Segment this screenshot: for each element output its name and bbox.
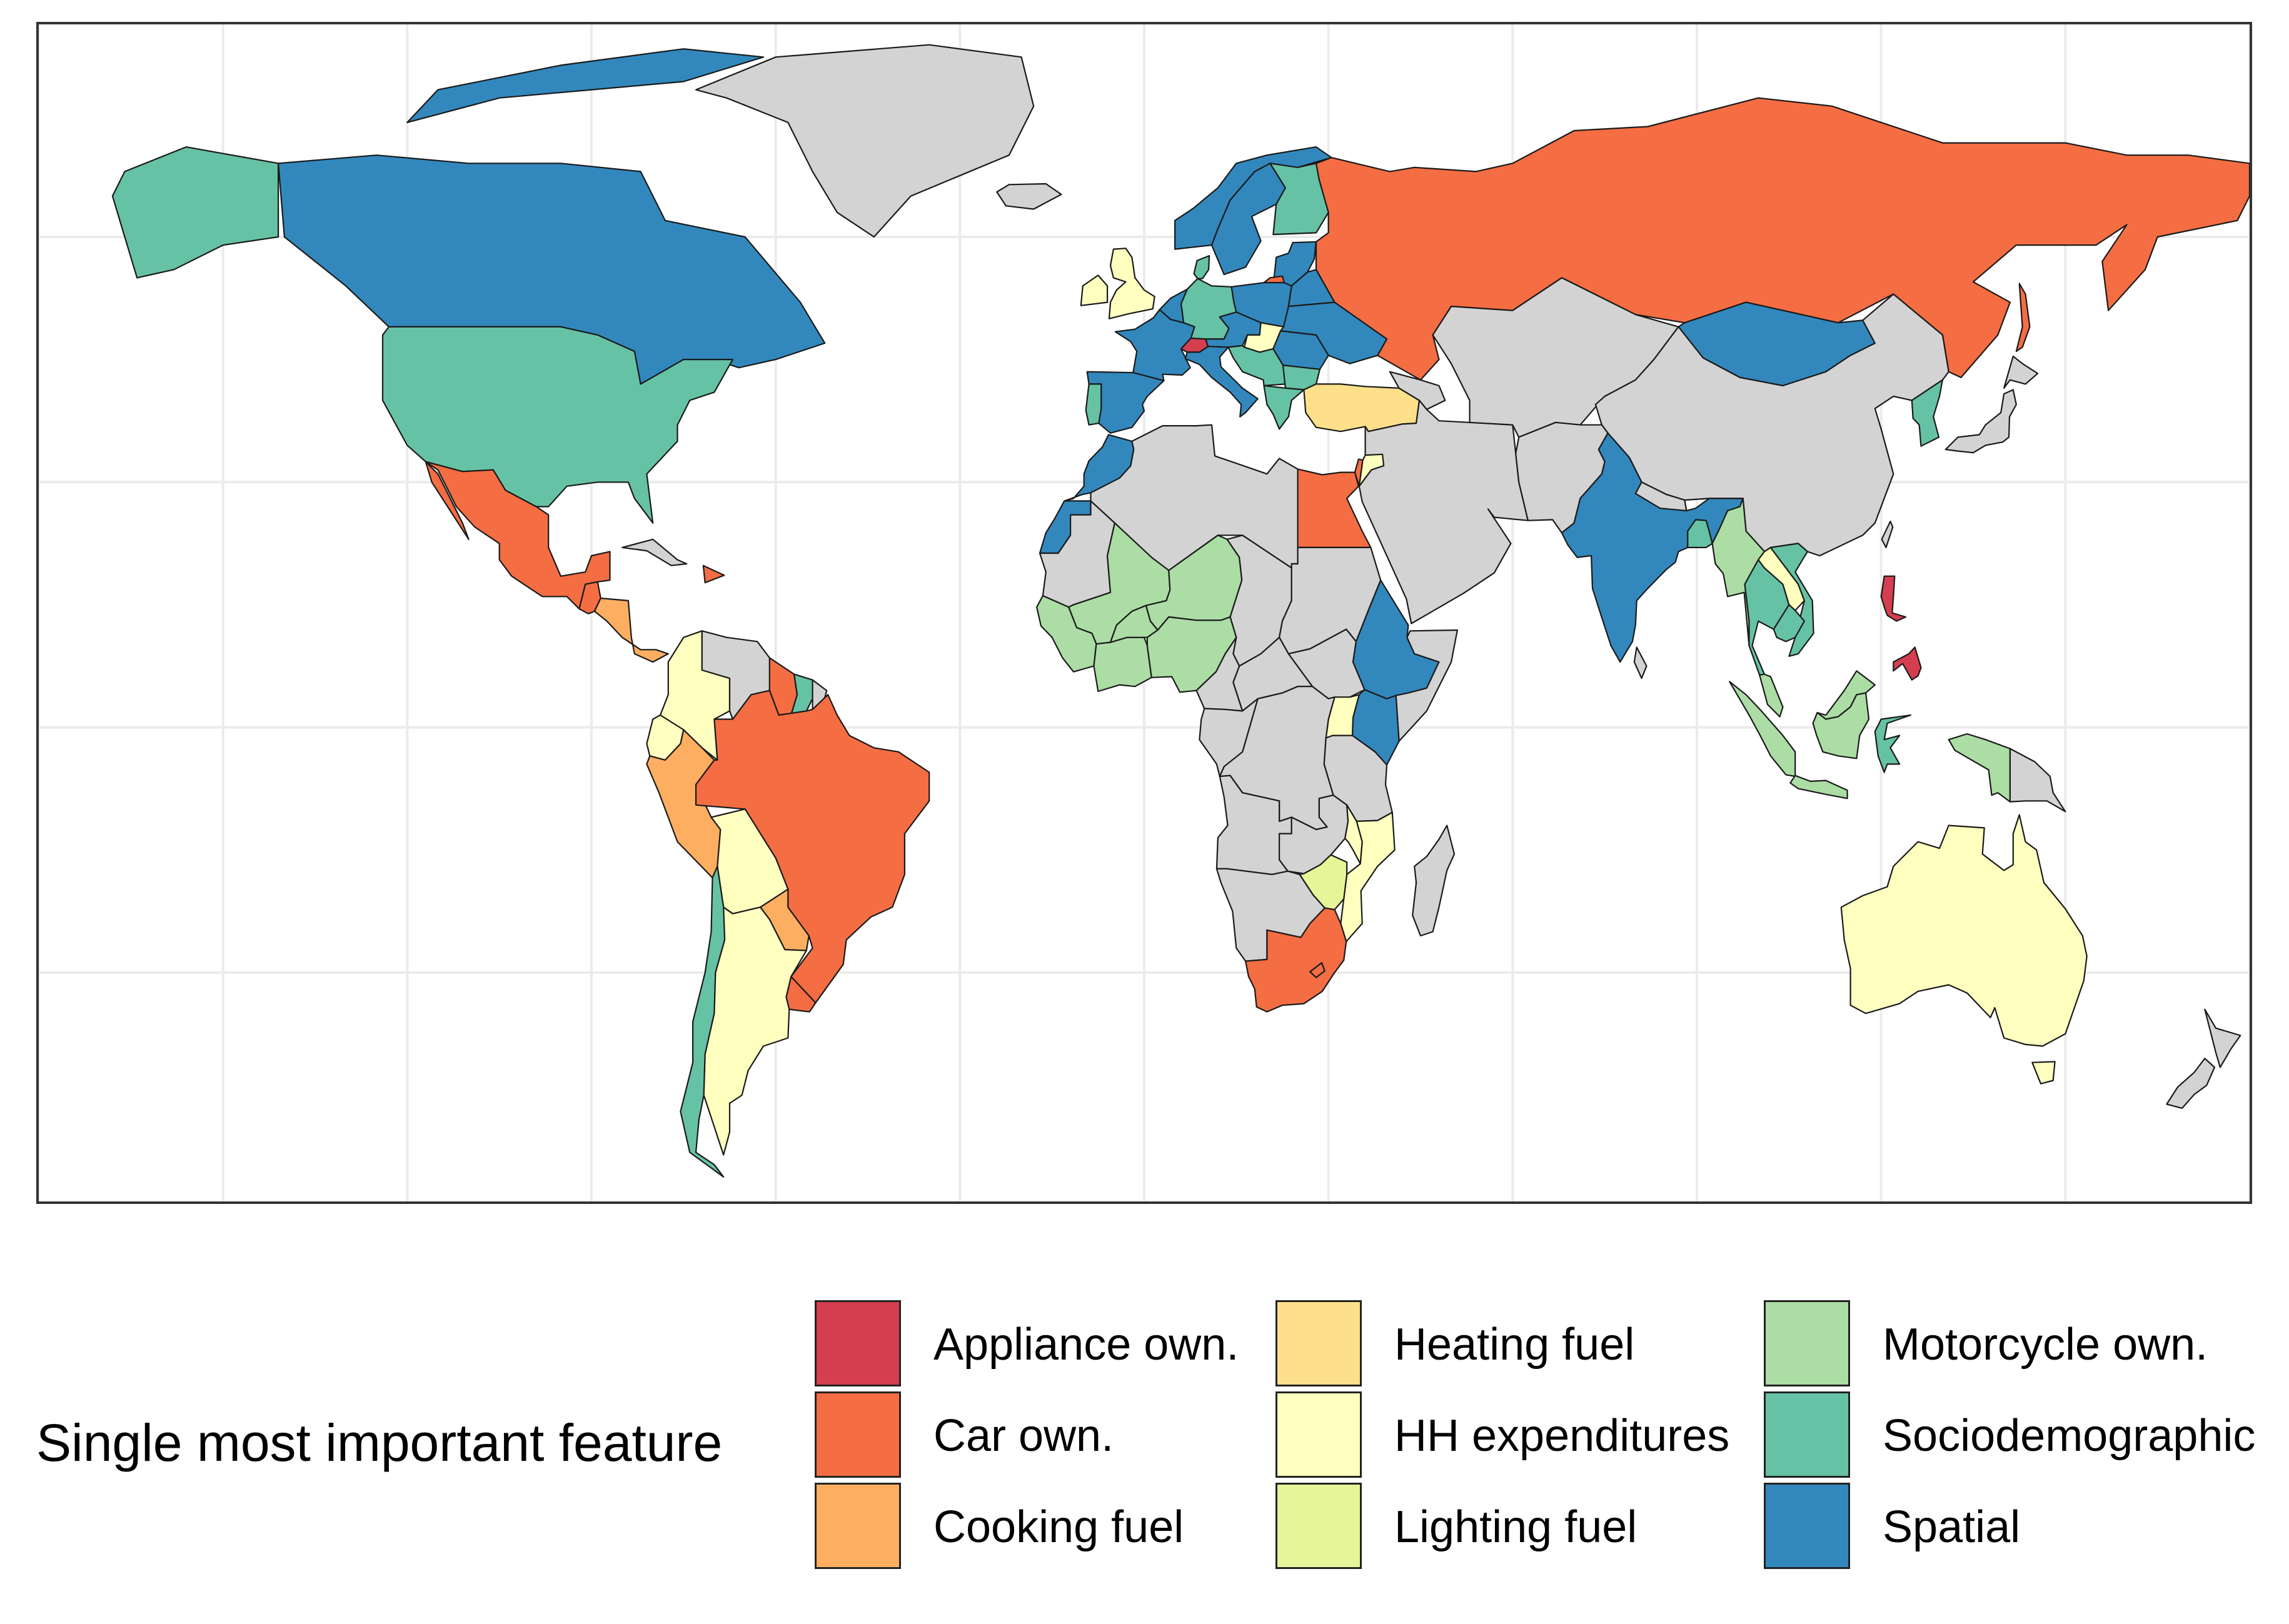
world-map	[39, 24, 2250, 1201]
country-baja-california	[425, 461, 470, 540]
country-china	[1594, 293, 1949, 557]
country-australia	[1840, 814, 2088, 1047]
legend-swatch	[815, 1300, 901, 1386]
country-sakhalin	[2015, 283, 2031, 353]
legend-item-hh-expenditures: HH expenditures	[1275, 1391, 1788, 1483]
country-mozambique	[1340, 811, 1396, 943]
legend-item-lighting-fuel: Lighting fuel	[1275, 1483, 1788, 1574]
country-borneo-indonesia	[1812, 692, 1870, 759]
country-new-zealand-south	[2166, 1058, 2216, 1109]
legend-swatch	[1764, 1391, 1850, 1478]
country-taiwan	[1881, 520, 1894, 548]
country-finland	[1269, 163, 1329, 236]
country-burkina-faso	[1109, 604, 1159, 643]
map-panel	[36, 22, 2252, 1204]
legend-swatch	[1275, 1391, 1362, 1478]
country-jordan	[1358, 453, 1385, 487]
country-argentina	[703, 906, 807, 1156]
country-cuba-caribbean	[621, 538, 688, 566]
legend-item-spatial: Spatial	[1764, 1483, 2276, 1574]
country-russia	[1315, 97, 2250, 381]
country-ireland	[1080, 274, 1109, 306]
legend-swatch	[1275, 1300, 1362, 1386]
country-japan-hokkaido	[2003, 355, 2039, 389]
legend-swatch	[1764, 1483, 1850, 1569]
country-korea	[1911, 379, 1943, 447]
legend-item-cooking-fuel: Cooking fuel	[815, 1483, 1327, 1574]
country-new-zealand-north	[2204, 1008, 2241, 1068]
legend-item-heating-fuel: Heating fuel	[1275, 1300, 1788, 1391]
country-greece	[1263, 384, 1305, 430]
country-south-africa	[1245, 907, 1347, 1013]
country-iceland	[996, 183, 1062, 210]
country-united-kingdom	[1108, 248, 1155, 319]
country-italy	[1184, 346, 1259, 418]
legend-label: Spatial	[1883, 1502, 2021, 1552]
legend-label: Lighting fuel	[1394, 1502, 1638, 1552]
legend-label: Motorcycle own.	[1883, 1320, 2208, 1370]
country-layer	[111, 44, 2250, 1178]
country-dominican-republic	[702, 564, 725, 584]
legend-swatch	[815, 1483, 901, 1569]
legend-label: Sociodemographic	[1883, 1411, 2256, 1461]
country-tasmania	[2031, 1061, 2056, 1085]
country-sri-lanka	[1633, 646, 1648, 679]
country-vietnam	[1769, 543, 1814, 657]
country-lesotho	[1309, 962, 1326, 978]
legend-label: Heating fuel	[1394, 1320, 1635, 1370]
country-new-guinea-indonesia	[1948, 733, 2011, 803]
legend-label: HH expenditures	[1394, 1411, 1730, 1461]
country-philippines-south	[1893, 646, 1922, 681]
legend-label: Car own.	[933, 1411, 1114, 1461]
legend-swatch	[815, 1391, 901, 1478]
country-philippines-luzon	[1880, 575, 1907, 622]
country-central-america	[593, 597, 669, 663]
country-papua-new-guinea	[2009, 748, 2066, 813]
country-caucasus	[1389, 371, 1446, 410]
country-nepal-bhutan	[1634, 481, 1688, 512]
country-canada-arctic-islands	[406, 48, 765, 123]
country-madagascar	[1412, 825, 1456, 937]
country-java	[1789, 774, 1848, 799]
legend-label: Cooking fuel	[933, 1502, 1184, 1552]
legend-swatch	[1275, 1483, 1362, 1569]
country-portugal	[1085, 383, 1102, 426]
country-malaysia-peninsula	[1759, 673, 1784, 718]
country-japan-honshu	[1944, 389, 2017, 454]
country-sulawesi	[1874, 714, 1911, 773]
legend: Single most important feature Appliance …	[36, 1300, 2262, 1588]
legend-item-motorcycle-own: Motorcycle own.	[1764, 1300, 2276, 1391]
legend-item-car-own: Car own.	[815, 1391, 1327, 1483]
country-bangladesh	[1687, 519, 1713, 548]
legend-swatch	[1764, 1300, 1850, 1386]
country-greenland	[695, 44, 1035, 238]
country-gabon-congo	[1199, 698, 1259, 778]
country-cambodia	[1773, 604, 1805, 643]
legend-item-sociodemographic: Sociodemographic	[1764, 1391, 2276, 1483]
legend-title: Single most important feature	[36, 1413, 723, 1472]
country-alaska	[111, 146, 279, 279]
legend-label: Appliance own.	[933, 1320, 1239, 1370]
country-denmark	[1193, 255, 1210, 279]
country-middle-east	[1358, 399, 1529, 624]
legend-item-appliance-own: Appliance own.	[815, 1300, 1327, 1391]
